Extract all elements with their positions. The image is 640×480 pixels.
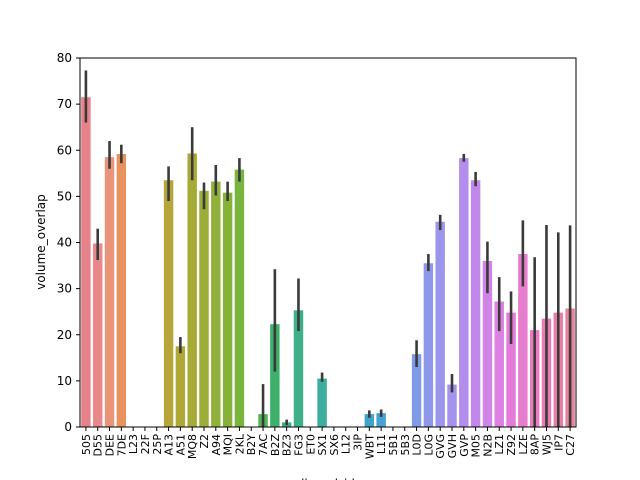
bar (317, 378, 327, 427)
bar (104, 157, 115, 427)
x-tick-label: 25P (151, 434, 164, 455)
x-tick-label: SX6 (328, 434, 341, 456)
x-tick-label: DEE (104, 434, 117, 456)
bar (234, 169, 245, 427)
bar (270, 324, 280, 427)
x-tick-label: WJ5 (540, 434, 553, 455)
x-tick-label: L0D (411, 434, 424, 456)
bar (364, 414, 375, 427)
y-tick-label: 40 (57, 236, 72, 250)
y-tick-label: 60 (57, 143, 72, 157)
y-axis: 0 10 20 30 40 50 60 70 80 (57, 51, 80, 434)
bar (187, 153, 197, 427)
x-tick-label: 5B3 (399, 434, 412, 456)
bar (92, 243, 103, 427)
x-tick-label: 2KL (233, 433, 246, 454)
bar (447, 384, 457, 427)
bars-group (81, 97, 575, 428)
y-tick-label: 70 (57, 97, 72, 111)
bar (175, 346, 186, 427)
x-tick-label: A13 (163, 434, 176, 456)
y-tick-label: 20 (57, 328, 72, 342)
bar (423, 263, 434, 427)
x-tick-label: Z92 (505, 434, 518, 456)
x-tick-label: 5B1 (387, 434, 400, 456)
x-tick-label: 505 (80, 434, 93, 455)
y-tick-label: 30 (57, 282, 72, 296)
y-tick-label: 80 (57, 51, 72, 65)
bar (518, 254, 528, 427)
x-tick-label: M05 (470, 434, 483, 458)
x-tick-label: C27 (564, 434, 577, 456)
y-tick-label: 0 (64, 420, 72, 434)
x-tick-label: GVP (458, 434, 471, 457)
bar (482, 260, 493, 427)
x-tick-label: B2Y (245, 434, 258, 456)
x-tick-label: WBT (363, 434, 376, 459)
x-tick-label: FG3 (292, 434, 305, 456)
bar (293, 310, 304, 427)
x-tick-label: A94 (210, 434, 223, 456)
y-tick-label: 10 (57, 374, 72, 388)
x-axis-label: ligand_id (301, 477, 355, 480)
x-tick-label: 3IP (352, 434, 365, 451)
x-tick-label: D55 (92, 434, 105, 456)
bar (459, 158, 469, 427)
bar (222, 192, 233, 427)
x-tick-label: BZ3 (281, 434, 294, 456)
bar (81, 97, 91, 428)
y-tick-label: 50 (57, 189, 72, 203)
x-tick-label: N2B (481, 434, 494, 457)
x-tick-label: LZ1 (493, 434, 506, 455)
bar (376, 413, 386, 427)
x-tick-label: B2Z (269, 434, 282, 457)
bar (163, 180, 174, 427)
x-tick-label: L12 (340, 434, 353, 454)
x-tick-label: Z2 (198, 434, 211, 449)
x-tick-label: L11 (375, 434, 388, 454)
x-tick-label: SX1 (316, 434, 329, 456)
bar (435, 221, 445, 427)
y-axis-label: volume_overlap (34, 194, 48, 290)
bar (116, 153, 127, 427)
error-bars-group (84, 70, 572, 427)
x-tick-label: L0G (422, 434, 435, 456)
x-tick-label: 7DE (115, 434, 128, 456)
x-axis: 505D55DEE7DEL2322F25PA13A51MQ8Z2A94MQI2K… (80, 427, 577, 459)
x-tick-label: ET0 (304, 434, 317, 455)
x-tick-label: LZE (517, 434, 530, 455)
x-tick-label: 7AC (257, 434, 270, 456)
bar (506, 312, 516, 427)
x-tick-label: GVH (446, 434, 459, 458)
bar (211, 181, 221, 427)
x-tick-label: 22F (139, 434, 152, 454)
bar (199, 190, 209, 427)
x-tick-label: IP7 (552, 434, 565, 451)
bar (470, 180, 481, 427)
bar (411, 354, 422, 427)
x-tick-label: A51 (174, 434, 187, 456)
x-tick-label: MQI (222, 434, 235, 455)
x-tick-label: L23 (127, 434, 140, 454)
x-tick-label: GVG (434, 434, 447, 459)
bar (494, 301, 504, 427)
x-tick-label: MQ8 (186, 434, 199, 459)
x-tick-label: 8AP (529, 434, 542, 456)
